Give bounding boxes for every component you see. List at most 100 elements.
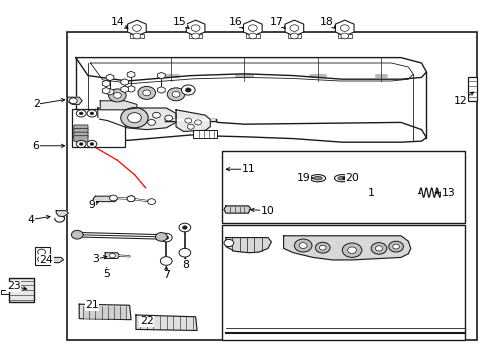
Circle shape <box>138 86 155 99</box>
Polygon shape <box>225 238 271 253</box>
Circle shape <box>185 88 191 92</box>
Bar <box>222 151 464 223</box>
Text: 18: 18 <box>319 17 333 27</box>
Circle shape <box>182 226 187 229</box>
Polygon shape <box>127 20 146 36</box>
Text: 21: 21 <box>85 300 99 310</box>
Ellipse shape <box>313 176 322 180</box>
Circle shape <box>340 25 348 31</box>
Circle shape <box>299 243 306 248</box>
Text: 19: 19 <box>296 173 309 183</box>
Polygon shape <box>335 20 353 36</box>
Circle shape <box>90 143 94 145</box>
Circle shape <box>224 239 233 247</box>
Circle shape <box>133 33 141 39</box>
Text: 12: 12 <box>453 96 467 106</box>
Circle shape <box>392 244 399 249</box>
Text: 10: 10 <box>261 206 274 216</box>
Circle shape <box>79 112 83 115</box>
Polygon shape <box>93 196 117 202</box>
Bar <box>130 34 143 38</box>
Circle shape <box>87 110 97 117</box>
Ellipse shape <box>337 176 346 180</box>
Text: 7: 7 <box>163 270 169 280</box>
Circle shape <box>179 248 190 257</box>
Text: 4: 4 <box>27 215 34 225</box>
Bar <box>188 34 202 38</box>
Circle shape <box>187 124 194 129</box>
FancyBboxPatch shape <box>74 136 88 141</box>
Circle shape <box>108 89 126 102</box>
Circle shape <box>142 90 150 96</box>
Circle shape <box>147 199 155 204</box>
Polygon shape <box>243 20 262 36</box>
Circle shape <box>76 140 86 148</box>
Polygon shape <box>105 253 120 258</box>
Text: 3: 3 <box>92 254 99 264</box>
Bar <box>468 77 476 101</box>
Polygon shape <box>186 20 204 36</box>
FancyBboxPatch shape <box>74 132 88 138</box>
Circle shape <box>248 33 256 39</box>
Circle shape <box>87 140 97 148</box>
FancyBboxPatch shape <box>74 125 88 131</box>
Bar <box>67 32 476 340</box>
Circle shape <box>340 33 348 39</box>
Text: 23: 23 <box>7 281 20 291</box>
Bar <box>9 278 34 302</box>
Circle shape <box>127 196 135 202</box>
Polygon shape <box>127 71 135 78</box>
Circle shape <box>319 245 325 250</box>
Text: 2: 2 <box>33 99 40 109</box>
Circle shape <box>194 120 201 125</box>
Polygon shape <box>98 108 176 130</box>
Circle shape <box>370 243 386 254</box>
Text: 1: 1 <box>367 188 374 198</box>
Circle shape <box>179 223 190 232</box>
Text: 15: 15 <box>173 17 186 27</box>
Polygon shape <box>102 80 110 87</box>
Polygon shape <box>100 101 137 110</box>
Circle shape <box>160 233 172 242</box>
Text: 14: 14 <box>110 17 124 27</box>
Polygon shape <box>106 74 114 81</box>
Circle shape <box>71 230 83 239</box>
Polygon shape <box>79 304 131 320</box>
Polygon shape <box>50 257 63 263</box>
Text: 22: 22 <box>140 316 153 326</box>
Text: 5: 5 <box>103 269 110 279</box>
Circle shape <box>315 242 329 253</box>
Circle shape <box>76 110 86 117</box>
Circle shape <box>90 112 94 115</box>
Circle shape <box>121 108 148 128</box>
Text: 8: 8 <box>182 260 189 270</box>
Circle shape <box>248 25 257 31</box>
Text: 20: 20 <box>345 173 358 183</box>
Circle shape <box>113 93 121 98</box>
Polygon shape <box>176 110 210 131</box>
Bar <box>337 34 351 38</box>
Circle shape <box>160 257 172 265</box>
Circle shape <box>191 25 200 31</box>
Polygon shape <box>157 87 165 93</box>
Polygon shape <box>67 97 82 104</box>
Circle shape <box>290 33 298 39</box>
Text: 17: 17 <box>269 17 283 27</box>
Polygon shape <box>56 211 68 217</box>
Text: 24: 24 <box>40 255 53 265</box>
Polygon shape <box>285 20 303 36</box>
Circle shape <box>294 239 311 252</box>
Polygon shape <box>121 79 128 85</box>
Bar <box>245 34 259 38</box>
Circle shape <box>342 243 361 257</box>
Text: 16: 16 <box>228 17 242 27</box>
Bar <box>72 109 125 147</box>
Circle shape <box>127 196 135 202</box>
Circle shape <box>181 85 195 95</box>
Bar <box>222 225 464 340</box>
Circle shape <box>38 256 45 262</box>
Text: 11: 11 <box>241 164 255 174</box>
Bar <box>287 34 301 38</box>
Circle shape <box>289 25 298 31</box>
Ellipse shape <box>309 175 325 182</box>
